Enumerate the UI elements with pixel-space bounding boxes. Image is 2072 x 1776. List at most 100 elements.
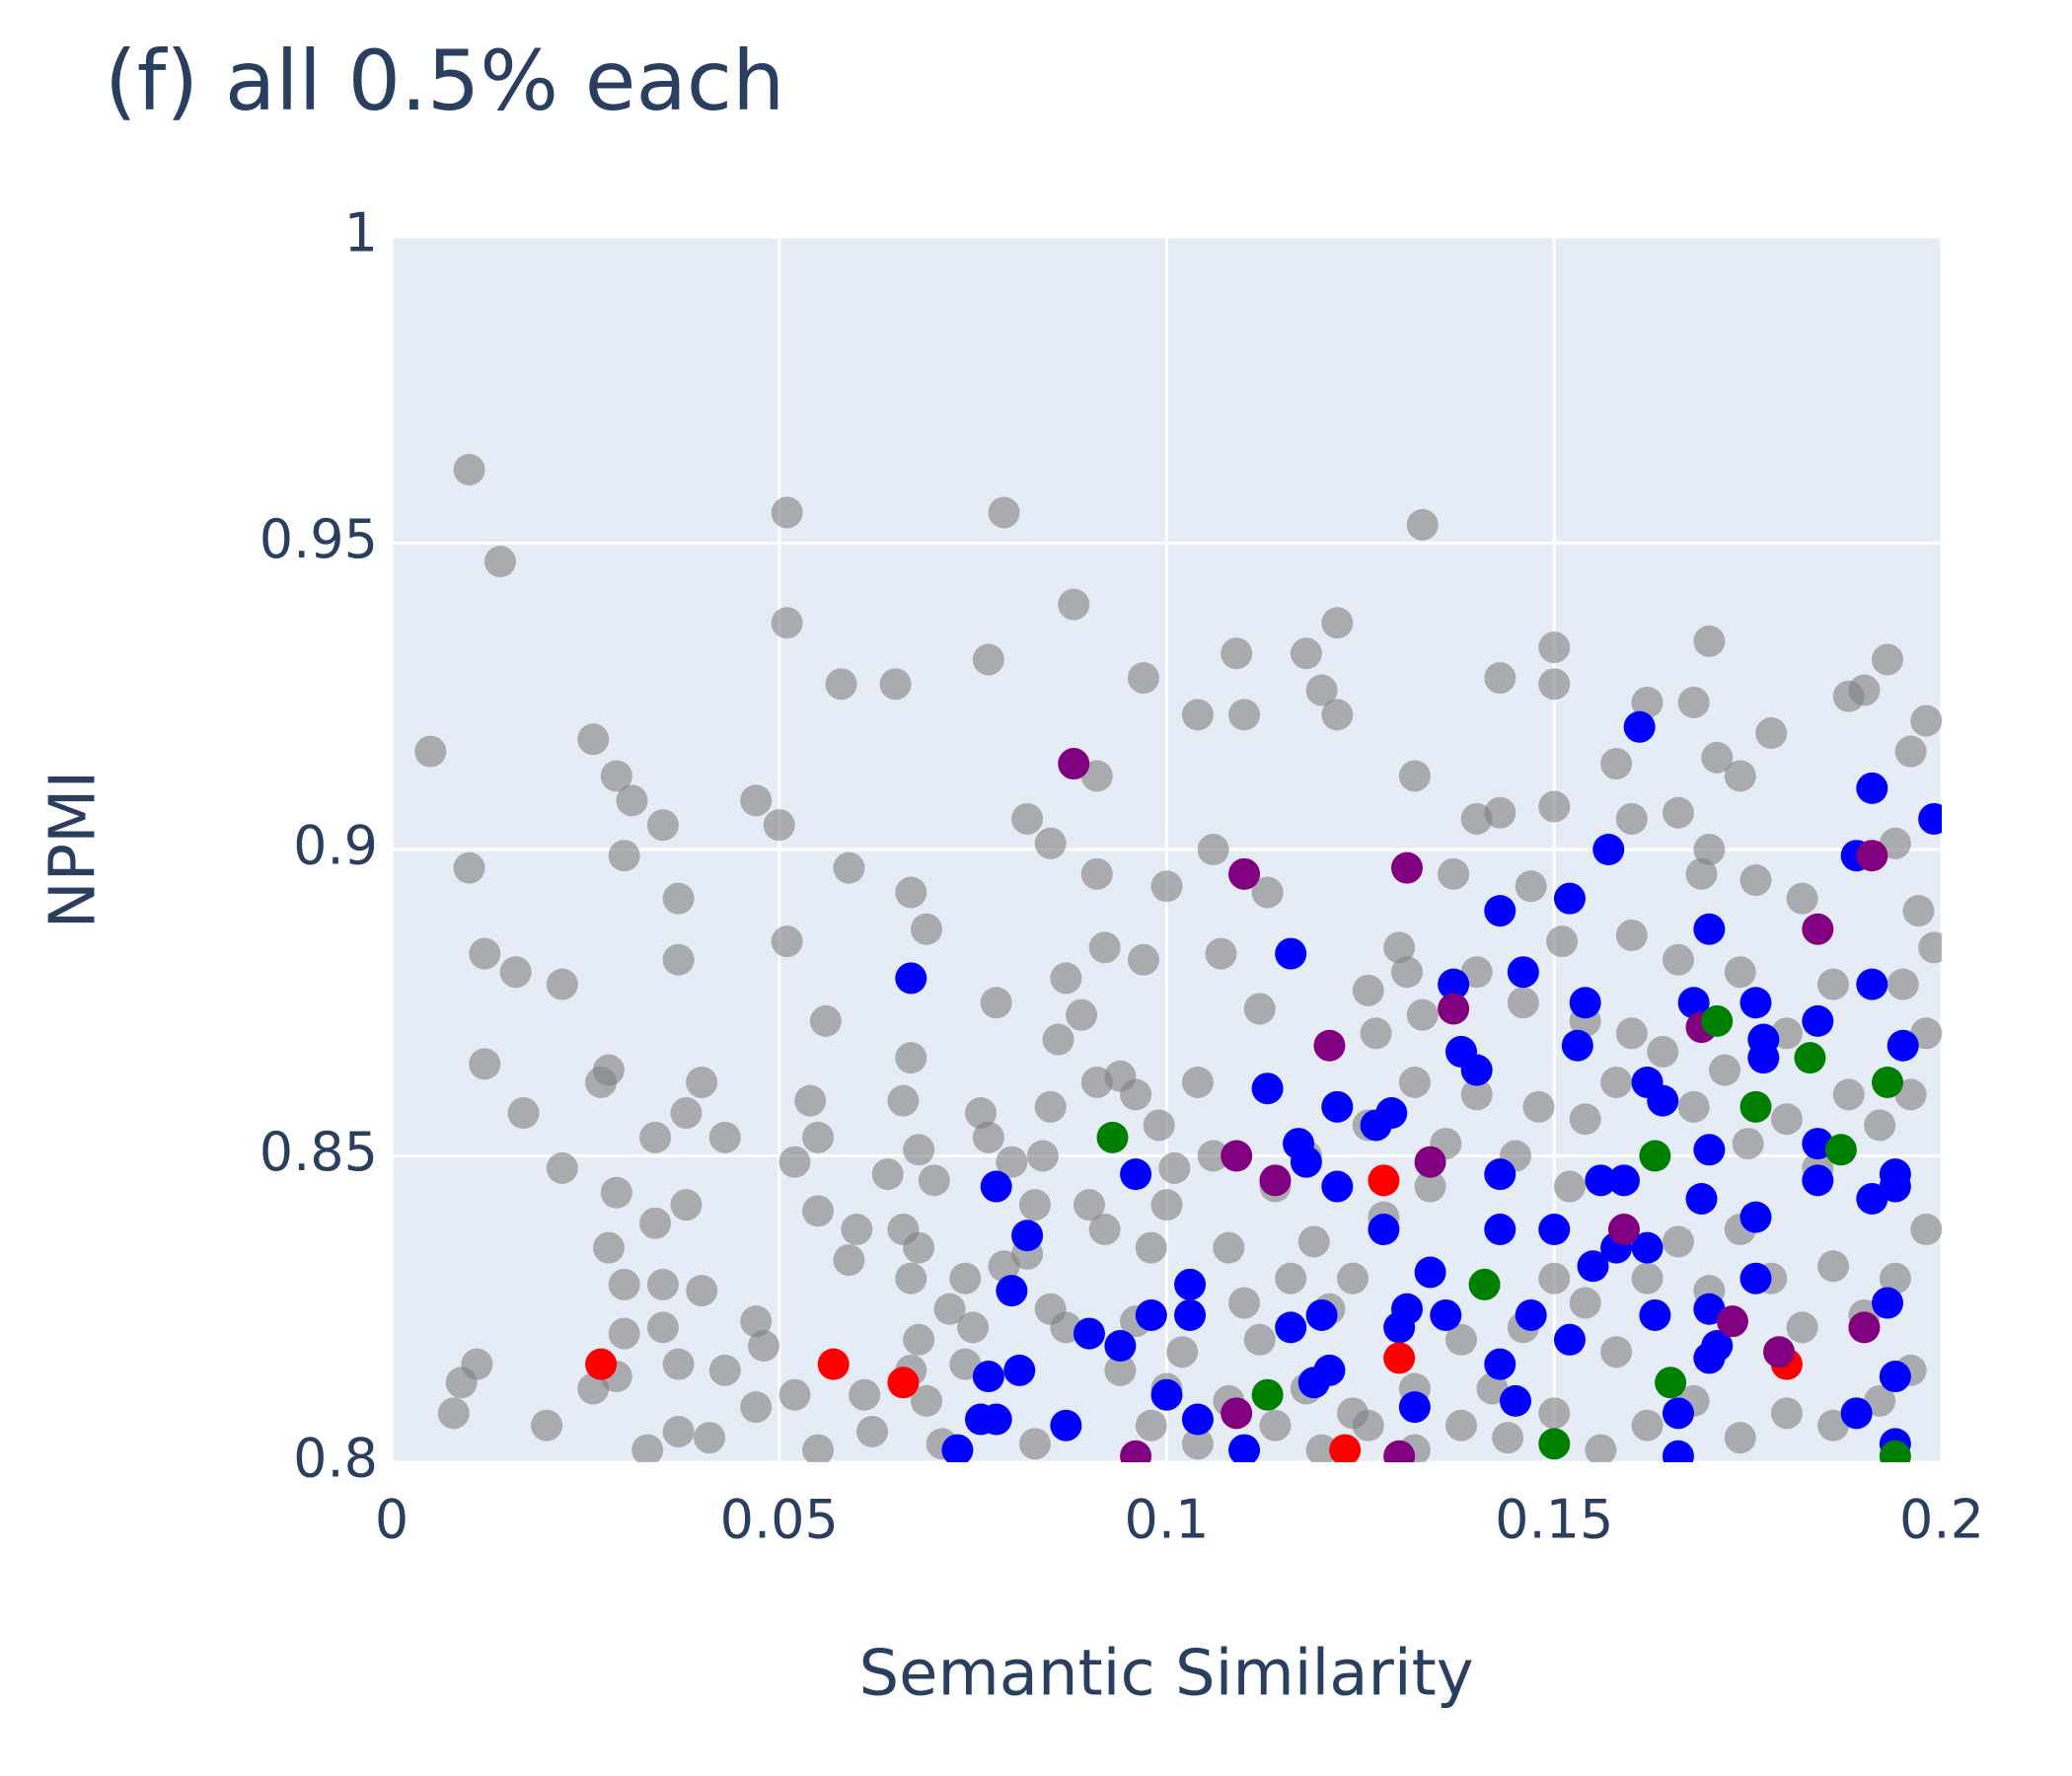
- point: [980, 987, 1012, 1019]
- point: [1585, 1434, 1617, 1462]
- point: [1135, 1409, 1167, 1442]
- y-tick-label: 0.85: [259, 1121, 378, 1183]
- point: [957, 1311, 990, 1344]
- point: [631, 1434, 664, 1462]
- point: [895, 876, 927, 909]
- point: [903, 1134, 935, 1166]
- point: [1088, 1214, 1121, 1246]
- point: [1337, 1262, 1369, 1295]
- point: [1290, 1146, 1322, 1178]
- point: [1538, 1262, 1571, 1295]
- point: [1647, 1035, 1679, 1068]
- point: [1352, 1409, 1384, 1442]
- point: [1321, 699, 1354, 731]
- point: [1802, 913, 1834, 945]
- point: [1739, 987, 1772, 1019]
- point: [1197, 834, 1229, 865]
- point: [1174, 1298, 1207, 1331]
- y-tick-label: 1: [344, 202, 378, 264]
- point: [1305, 674, 1338, 706]
- point: [740, 1391, 773, 1424]
- point: [895, 1042, 927, 1074]
- point: [740, 1305, 773, 1338]
- point: [1856, 840, 1888, 872]
- point: [1073, 1317, 1105, 1350]
- point: [1879, 1440, 1911, 1462]
- point: [1662, 796, 1694, 829]
- point: [1786, 1311, 1818, 1344]
- point: [1383, 1440, 1416, 1462]
- point: [1305, 1298, 1338, 1331]
- point: [1150, 1378, 1183, 1411]
- point: [1468, 1268, 1501, 1300]
- point: [1414, 1256, 1446, 1289]
- point: [1607, 1164, 1640, 1197]
- point: [1739, 1201, 1772, 1233]
- point: [1444, 1409, 1477, 1442]
- point: [1438, 968, 1470, 1000]
- point: [1662, 1225, 1694, 1258]
- point: [1375, 1097, 1408, 1130]
- point: [437, 1397, 470, 1430]
- point: [1693, 913, 1726, 945]
- point: [1887, 1029, 1919, 1062]
- point: [1228, 1434, 1261, 1462]
- point: [949, 1348, 982, 1380]
- point: [1685, 1182, 1718, 1215]
- point: [1080, 857, 1113, 890]
- point: [1693, 1134, 1726, 1166]
- point: [1569, 1287, 1601, 1319]
- point: [1600, 1066, 1633, 1098]
- point: [895, 962, 927, 995]
- point: [1174, 1268, 1207, 1300]
- point: [941, 1434, 974, 1462]
- point: [1639, 1140, 1671, 1172]
- point: [1213, 1231, 1245, 1264]
- point: [1553, 1170, 1586, 1203]
- point: [1623, 710, 1656, 743]
- point: [646, 1311, 679, 1344]
- point: [577, 1372, 610, 1405]
- point: [988, 1250, 1020, 1283]
- point: [1887, 968, 1919, 1000]
- point: [1872, 643, 1904, 676]
- point: [1414, 1146, 1446, 1178]
- point: [469, 1048, 501, 1080]
- point: [1484, 1158, 1517, 1191]
- point: [1197, 1140, 1229, 1172]
- y-tick-label: 0.95: [259, 508, 378, 570]
- point: [1716, 1305, 1748, 1338]
- point: [1848, 1311, 1881, 1344]
- point: [1553, 882, 1586, 915]
- y-axis-title: NPMI: [37, 771, 111, 929]
- point: [1290, 637, 1322, 670]
- point: [1321, 607, 1354, 639]
- point: [1150, 1189, 1183, 1221]
- point: [817, 1348, 850, 1380]
- point: [1856, 772, 1888, 804]
- point: [1228, 1287, 1261, 1319]
- point: [708, 1354, 741, 1386]
- point: [1034, 827, 1067, 859]
- point: [949, 1262, 982, 1295]
- point: [825, 668, 857, 701]
- point: [1902, 895, 1935, 927]
- point: [1251, 1073, 1284, 1105]
- point: [1538, 1397, 1571, 1430]
- point: [662, 943, 695, 976]
- point: [1538, 1428, 1571, 1460]
- point: [1181, 1066, 1214, 1098]
- point: [771, 925, 803, 958]
- point: [1398, 1066, 1431, 1098]
- point: [903, 1323, 935, 1356]
- point: [686, 1275, 718, 1307]
- point: [1259, 1164, 1292, 1197]
- point: [1438, 993, 1470, 1025]
- point: [1615, 919, 1648, 951]
- point: [903, 1231, 935, 1264]
- point: [1724, 956, 1756, 989]
- labels: 0.8 0.85 0.9 0.95 1 0 0.05 0.1 0.15 0.2: [259, 202, 1984, 1551]
- point: [1879, 1262, 1911, 1295]
- point: [996, 1146, 1028, 1178]
- point: [1135, 1231, 1167, 1264]
